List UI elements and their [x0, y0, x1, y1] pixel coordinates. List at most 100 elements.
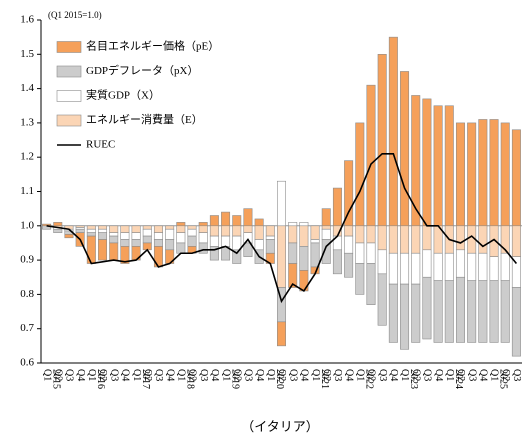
- bar-segment: [299, 246, 309, 271]
- y-tick-label: 0.6: [20, 357, 34, 369]
- bar-segment: [98, 232, 108, 240]
- bar-segment: [400, 225, 410, 254]
- bar-segment: [288, 222, 298, 227]
- bar-segment: [209, 235, 219, 247]
- bar-segment: [411, 225, 421, 254]
- x-tick-label: Q1: [131, 369, 142, 381]
- bar-segment: [511, 256, 521, 288]
- x-tick-label: Q3: [243, 369, 254, 381]
- bar-segment: [511, 129, 521, 227]
- x-tick-label: Q2: [97, 369, 108, 381]
- bar-segment: [511, 287, 521, 357]
- bar-segment: [344, 160, 354, 227]
- x-tick-label: Q2: [52, 369, 63, 381]
- bar-segment: [187, 228, 197, 237]
- bar-segment: [500, 252, 510, 281]
- bar-segment: [366, 84, 376, 227]
- bar-segment: [355, 263, 365, 295]
- bar-segment: [411, 252, 421, 285]
- x-tick-label: Q4: [343, 369, 354, 381]
- bar-segment: [64, 234, 74, 239]
- y-tick-label: 1.0: [20, 219, 34, 231]
- year-label: 2025: [498, 369, 509, 389]
- bar-segment: [109, 242, 119, 261]
- bar-segment: [455, 276, 465, 343]
- bar-segment: [433, 252, 443, 281]
- bar-segment: [53, 222, 63, 227]
- bar-segment: [366, 225, 376, 244]
- bar-segment: [321, 228, 331, 240]
- y-tick-label: 0.7: [20, 322, 34, 334]
- bar-segment: [75, 228, 85, 233]
- bar-segment: [221, 225, 231, 237]
- bar-segment: [321, 225, 331, 230]
- bar-segment: [265, 239, 275, 254]
- bar-segment: [198, 242, 208, 254]
- bar-segment: [455, 225, 465, 251]
- bar-segment: [366, 242, 376, 264]
- bar-segment: [422, 98, 432, 227]
- bar-segment: [86, 235, 96, 264]
- legend-label: エネルギー消費量（E）: [86, 112, 203, 126]
- bar-segment: [489, 119, 499, 227]
- bar-segment: [221, 235, 231, 247]
- year-label: 2020: [274, 369, 285, 389]
- bar-segment: [265, 225, 275, 237]
- bar-segment: [422, 276, 432, 340]
- x-tick-label: Q2: [321, 369, 332, 381]
- bar-segment: [221, 211, 231, 227]
- bar-segment: [198, 232, 208, 244]
- bar-segment: [153, 232, 163, 240]
- bar-segment: [455, 249, 465, 278]
- bar-segment: [176, 222, 186, 227]
- bar-segment: [142, 235, 152, 244]
- bar-segment: [176, 232, 186, 244]
- year-label: 2021: [319, 369, 330, 389]
- x-tick-label: Q4: [75, 369, 86, 381]
- bar-segment: [299, 222, 309, 227]
- bar-segment: [321, 208, 331, 227]
- bar-segment: [165, 239, 175, 251]
- x-tick-label: Q4: [433, 369, 444, 381]
- bar-segment: [400, 252, 410, 285]
- bar-segment: [310, 242, 320, 268]
- bar-segment: [355, 242, 365, 264]
- x-tick-label: Q4: [478, 369, 489, 381]
- y-tick-label: 1.5: [20, 48, 34, 60]
- x-tick-label: Q4: [164, 369, 175, 381]
- bar-segment: [98, 239, 108, 261]
- legend-label: RUEC: [86, 139, 115, 151]
- bar-segment: [377, 249, 387, 275]
- x-axis-title: （イタリア）: [241, 419, 318, 434]
- bar-segment: [288, 225, 298, 244]
- x-tick-label: Q4: [254, 369, 265, 381]
- year-label: 2017: [140, 369, 151, 389]
- bar-segment: [153, 225, 163, 233]
- year-label: 2022: [364, 369, 375, 389]
- y-tick-label: 1.6: [20, 14, 34, 26]
- bar-segment: [288, 242, 298, 264]
- y-tick-label: 1.2: [20, 151, 34, 163]
- bar-segment: [388, 36, 398, 227]
- x-tick-label: Q3: [64, 369, 75, 381]
- bar-segment: [377, 53, 387, 227]
- bar-segment: [176, 225, 186, 233]
- bar-segment: [209, 246, 219, 261]
- legend-label: 実質GDP（X）: [86, 88, 160, 102]
- bar-segment: [478, 252, 488, 281]
- bar-segment: [187, 225, 197, 230]
- legend-label: GDPデフレータ（pX）: [86, 63, 198, 77]
- bar-segment: [467, 252, 477, 281]
- legend-label: 名目エネルギー価格（pE）: [86, 39, 219, 53]
- bar-segment: [142, 228, 152, 237]
- x-tick-label: Q3: [153, 369, 164, 381]
- legend-swatch: [56, 90, 82, 102]
- year-label: 2023: [408, 369, 419, 389]
- y-tick-label: 0.8: [20, 288, 34, 300]
- bar-segment: [109, 232, 119, 237]
- x-tick-label: Q1: [310, 369, 321, 381]
- x-tick-label: Q2: [231, 369, 242, 381]
- bar-segment: [511, 225, 521, 257]
- bar-segment: [299, 225, 309, 247]
